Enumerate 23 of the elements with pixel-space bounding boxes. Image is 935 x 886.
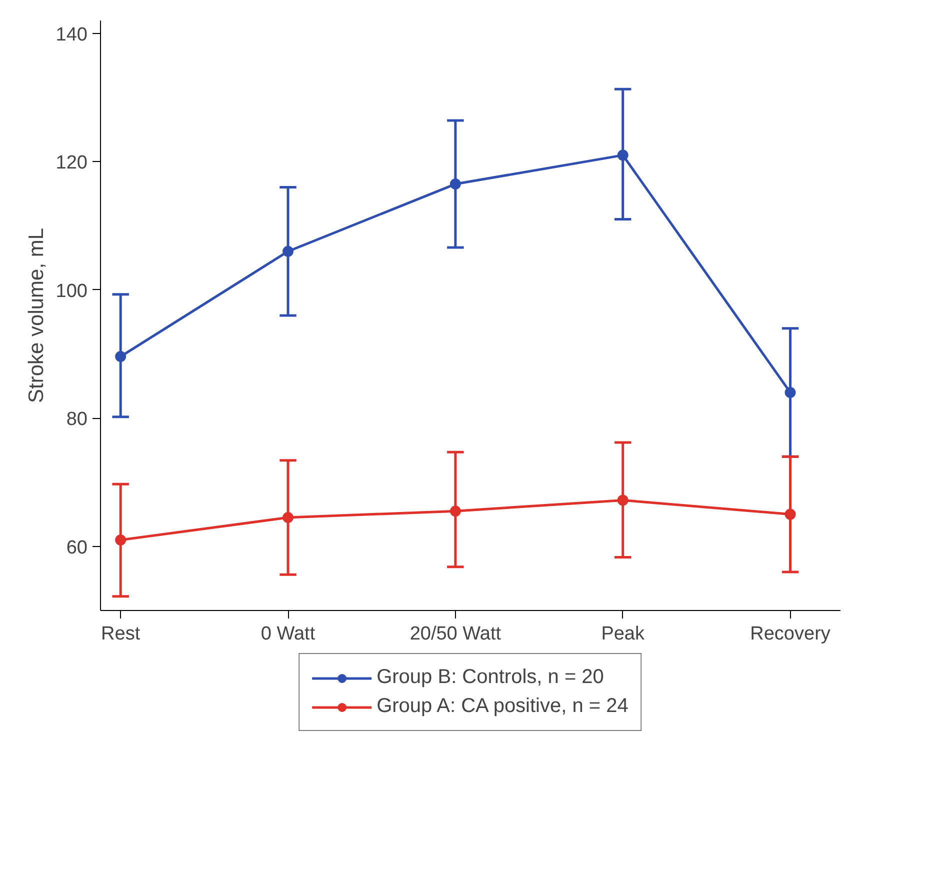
- y-tick-label: 60: [66, 537, 88, 558]
- point: [450, 178, 461, 190]
- legend-label: Group B: Controls, n = 20: [376, 666, 604, 689]
- x-tick-label: Recovery: [750, 624, 831, 644]
- y-axis-title: Stroke volume, mL: [24, 228, 48, 404]
- x-tick-label: Rest: [101, 624, 141, 644]
- point: [115, 351, 126, 362]
- y-tick-label: 140: [56, 24, 88, 46]
- point: [115, 534, 126, 546]
- point: [784, 386, 796, 398]
- y-tick-label: 100: [56, 280, 88, 302]
- point: [617, 494, 628, 506]
- x-tick-label: 0 Watt: [260, 624, 316, 644]
- point: [784, 508, 796, 520]
- x-tick-label: Peak: [601, 624, 646, 644]
- x-tick-label: 20/50 Watt: [410, 624, 502, 644]
- point: [282, 512, 294, 523]
- point: [282, 246, 294, 257]
- y-tick-label: 120: [56, 152, 88, 174]
- legend-label: Group A: CA positive, n = 24: [376, 695, 628, 718]
- y-tick-label: 80: [66, 409, 88, 430]
- point: [617, 150, 628, 161]
- point: [450, 506, 461, 517]
